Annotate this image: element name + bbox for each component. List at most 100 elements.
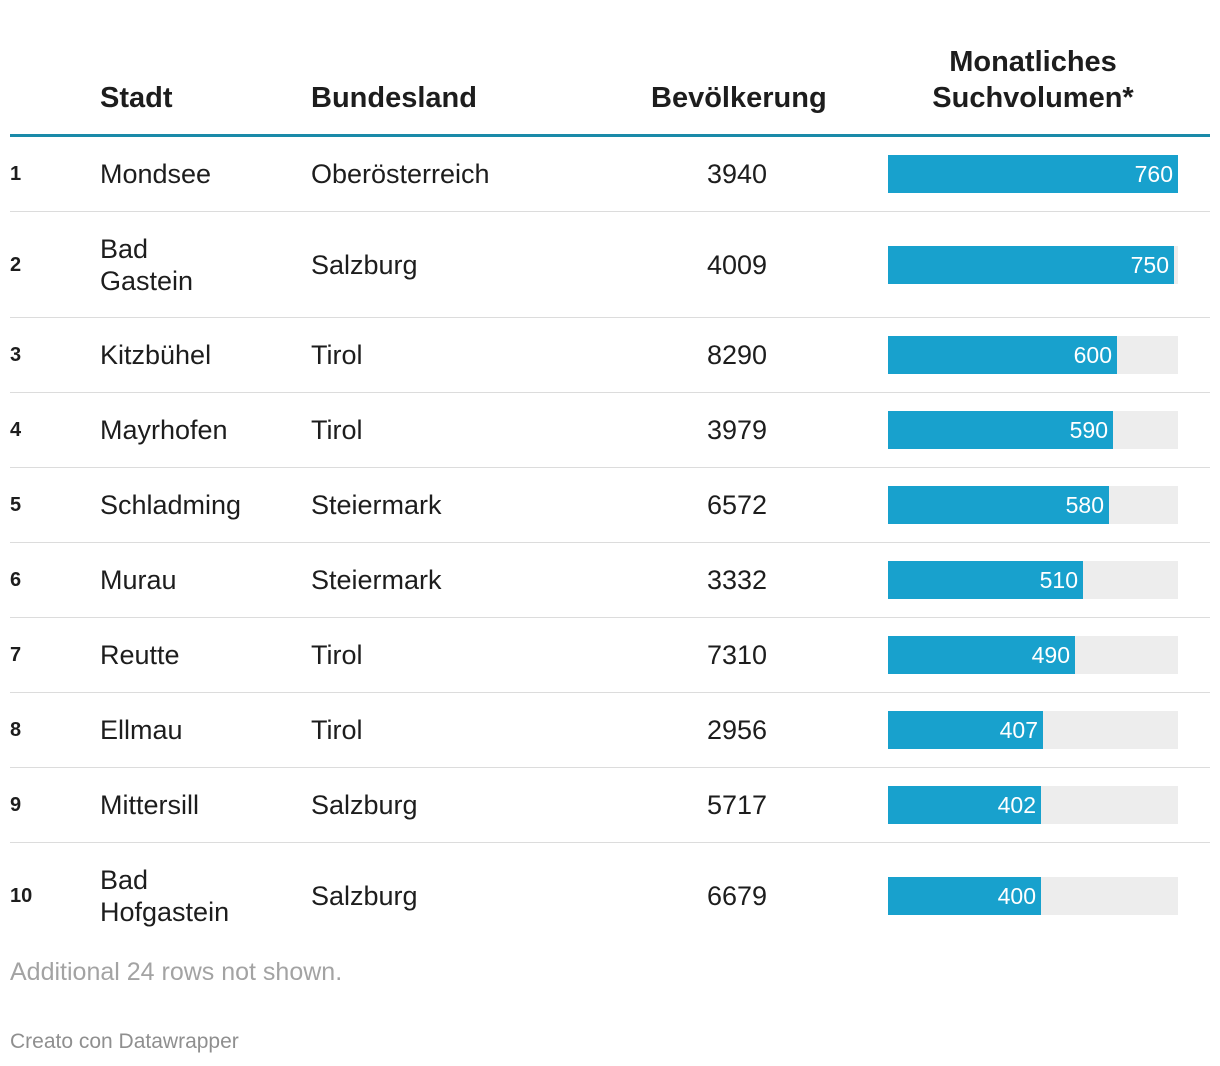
suchvolumen-bar-track: 590: [888, 411, 1178, 449]
suchvolumen-bar-track: 407: [888, 711, 1178, 749]
table-header: Stadt Bundesland Bevölkerung Monatliches…: [10, 0, 1210, 137]
bevoelkerung-cell: 6679: [707, 880, 768, 911]
bevoelkerung-cell: 8290: [707, 340, 768, 370]
datawrapper-credit[interactable]: Creato con Datawrapper: [10, 1030, 239, 1053]
stadt-cell: Bad Hofgastein: [100, 864, 290, 928]
stadt-cell: Ellmau: [100, 714, 290, 746]
column-header-bundesland[interactable]: Bundesland: [311, 82, 477, 114]
bundesland-cell: Salzburg: [311, 249, 418, 280]
stadt-cell: Schladming: [100, 489, 290, 521]
stadt-line: Mayrhofen: [100, 415, 228, 445]
table-row: 6 Murau Steiermark 3332 510: [10, 543, 1210, 618]
rank-cell: 3: [10, 344, 22, 366]
suchvolumen-bar: 407: [888, 711, 1043, 749]
column-header-suchvolumen[interactable]: Monatliches Suchvolumen*: [888, 44, 1178, 116]
suchvolumen-value-label: 510: [1039, 567, 1078, 593]
stadt-cell: Reutte: [100, 639, 290, 671]
bevoelkerung-cell: 7310: [707, 640, 768, 670]
rank-cell: 7: [10, 644, 22, 666]
bevoelkerung-cell: 6572: [707, 490, 768, 520]
suchvolumen-bar-track: 490: [888, 636, 1178, 674]
table-row: 2 Bad Gastein Salzburg 4009 750: [10, 212, 1210, 318]
suchvolumen-value-label: 580: [1065, 492, 1104, 518]
table-row: 5 Schladming Steiermark 6572 580: [10, 468, 1210, 543]
suchvolumen-value-label: 600: [1073, 342, 1112, 368]
stadt-line: Murau: [100, 565, 177, 595]
suchvolumen-bar: 750: [888, 245, 1174, 284]
stadt-line: Hofgastein: [100, 896, 230, 927]
suchvolumen-bar: 760: [888, 155, 1178, 193]
stadt-line: Bad: [100, 233, 149, 264]
table-body: 1 Mondsee Oberösterreich 3940 760 2 Bad Gastein…: [10, 137, 1210, 948]
rank-cell: 1: [10, 163, 22, 185]
suchvolumen-bar: 600: [888, 336, 1117, 374]
bundesland-cell: Tirol: [311, 415, 363, 445]
suchvolumen-bar-track: 750: [888, 245, 1178, 284]
column-header-suchvolumen-line2: Suchvolumen*: [932, 82, 1134, 114]
bundesland-cell: Steiermark: [311, 565, 442, 595]
stadt-cell: Mittersill: [100, 789, 290, 821]
suchvolumen-bar-track: 400: [888, 876, 1178, 915]
suchvolumen-value-label: 760: [1134, 161, 1173, 187]
table-row: 3 Kitzbühel Tirol 8290 600: [10, 318, 1210, 393]
table-row: 10 Bad Hofgastein Salzburg 6679 400: [10, 843, 1210, 948]
rank-cell: 8: [10, 719, 22, 741]
bevoelkerung-cell: 3979: [707, 415, 768, 445]
suchvolumen-bar: 510: [888, 561, 1083, 599]
stadt-cell: Mondsee: [100, 158, 290, 190]
stadt-line: Bad: [100, 864, 149, 895]
suchvolumen-value-label: 402: [997, 792, 1036, 818]
rank-cell: 4: [10, 419, 22, 441]
table-row: 9 Mittersill Salzburg 5717 402: [10, 768, 1210, 843]
suchvolumen-bar-track: 580: [888, 486, 1178, 524]
suchvolumen-bar: 400: [888, 876, 1041, 915]
suchvolumen-value-label: 490: [1031, 642, 1070, 668]
bundesland-cell: Steiermark: [311, 490, 442, 520]
stadt-line: Gastein: [100, 265, 194, 296]
table-row: 4 Mayrhofen Tirol 3979 590: [10, 393, 1210, 468]
table-row: 1 Mondsee Oberösterreich 3940 760: [10, 137, 1210, 212]
stadt-line: Schladming: [100, 490, 242, 520]
column-header-stadt[interactable]: Stadt: [100, 82, 173, 114]
bundesland-cell: Tirol: [311, 340, 363, 370]
bundesland-cell: Salzburg: [311, 790, 418, 820]
stadt-cell: Mayrhofen: [100, 414, 290, 446]
rows-not-shown-note: Additional 24 rows not shown.: [10, 958, 343, 986]
rank-cell: 10: [10, 884, 33, 907]
suchvolumen-bar-track: 510: [888, 561, 1178, 599]
bundesland-cell: Oberösterreich: [311, 159, 490, 189]
suchvolumen-value-label: 400: [997, 882, 1036, 909]
stadt-cell: Kitzbühel: [100, 339, 290, 371]
rank-cell: 5: [10, 494, 22, 516]
rank-cell: 6: [10, 569, 22, 591]
stadt-line: Mittersill: [100, 790, 199, 820]
data-table: Stadt Bundesland Bevölkerung Monatliches…: [10, 0, 1210, 948]
bevoelkerung-cell: 4009: [707, 249, 768, 280]
stadt-line: Reutte: [100, 640, 180, 670]
bevoelkerung-cell: 3940: [707, 159, 768, 189]
suchvolumen-bar: 402: [888, 786, 1041, 824]
stadt-cell: Murau: [100, 564, 290, 596]
suchvolumen-bar: 590: [888, 411, 1113, 449]
suchvolumen-bar: 490: [888, 636, 1075, 674]
column-header-suchvolumen-line1: Monatliches: [949, 46, 1117, 78]
table-row: 7 Reutte Tirol 7310 490: [10, 618, 1210, 693]
suchvolumen-bar-track: 600: [888, 336, 1178, 374]
bevoelkerung-cell: 5717: [707, 790, 768, 820]
suchvolumen-bar-track: 402: [888, 786, 1178, 824]
bundesland-cell: Salzburg: [311, 880, 418, 911]
bevoelkerung-cell: 3332: [707, 565, 768, 595]
suchvolumen-value-label: 590: [1069, 417, 1108, 443]
stadt-line: Ellmau: [100, 715, 183, 745]
suchvolumen-value-label: 750: [1130, 251, 1169, 278]
rank-cell: 9: [10, 794, 22, 816]
suchvolumen-value-label: 407: [999, 717, 1038, 743]
bundesland-cell: Tirol: [311, 715, 363, 745]
bundesland-cell: Tirol: [311, 640, 363, 670]
suchvolumen-bar-track: 760: [888, 155, 1178, 193]
stadt-line: Mondsee: [100, 159, 212, 189]
stadt-cell: Bad Gastein: [100, 233, 290, 297]
column-header-bevoelkerung[interactable]: Bevölkerung: [651, 82, 827, 114]
bevoelkerung-cell: 2956: [707, 715, 768, 745]
rank-cell: 2: [10, 253, 22, 276]
